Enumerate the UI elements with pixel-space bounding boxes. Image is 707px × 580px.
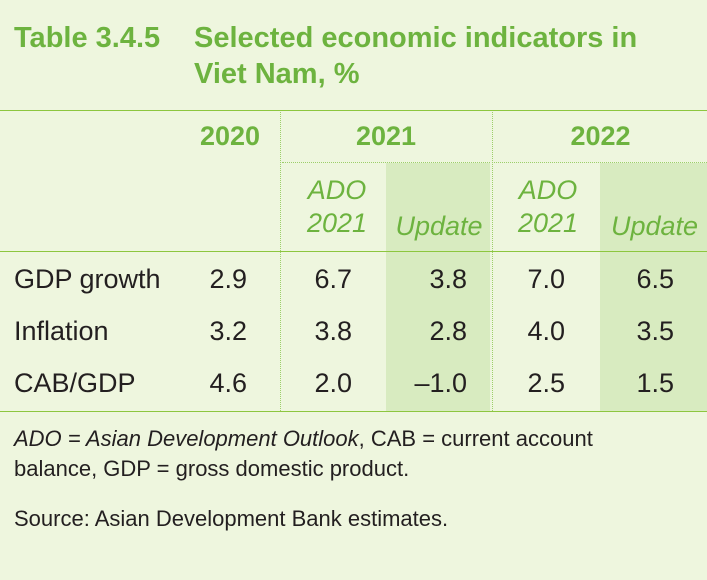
subheader-line-2022: [494, 162, 707, 163]
subheader-line-2021: [282, 162, 490, 163]
abbr-line2: balance, GDP = gross domestic product.: [14, 456, 410, 481]
cell-gdp-update-2021: 3.8: [429, 264, 467, 294]
cell-cab-ado-2022: 2.5: [527, 368, 565, 398]
update-2021-header: Update: [395, 211, 483, 241]
cell-inflation-update-2021: 2.8: [429, 316, 467, 346]
update-2021-shade: [386, 163, 490, 411]
rule-top: [0, 110, 707, 111]
row-label-inflation: Inflation: [14, 316, 109, 346]
cell-gdp-ado-2022: 7.0: [527, 264, 565, 294]
separator-2021-2022: [492, 112, 493, 411]
abbreviations-note: ADO = Asian Development Outlook, CAB = c…: [14, 424, 694, 484]
cell-gdp-2020: 2.9: [209, 264, 247, 294]
ado-2022-header: ADO 2021: [505, 174, 591, 240]
ado-2021-header: ADO 2021: [294, 174, 380, 240]
separator-2020-2021: [280, 112, 281, 411]
cell-inflation-ado-2021: 3.8: [314, 316, 352, 346]
cell-inflation-ado-2022: 4.0: [527, 316, 565, 346]
ado-2021-header-line2: 2021: [306, 208, 368, 238]
rule-header-bottom: [0, 251, 707, 252]
cell-gdp-update-2022: 6.5: [636, 264, 674, 294]
cell-cab-ado-2021: 2.0: [314, 368, 352, 398]
cell-gdp-ado-2021: 6.7: [314, 264, 352, 294]
ado-2021-header-line1: ADO: [307, 175, 367, 205]
table-number: Table 3.4.5: [14, 22, 161, 54]
row-label-cab-gdp: CAB/GDP: [14, 368, 136, 398]
cell-cab-2020: 4.6: [209, 368, 247, 398]
row-label-gdp-growth: GDP growth: [14, 264, 161, 294]
ado-2022-header-line1: ADO: [518, 175, 578, 205]
update-2022-header: Update: [610, 211, 699, 241]
ado-2022-header-line2: 2021: [517, 208, 579, 238]
abbr-italic: ADO = Asian Development Outlook: [14, 426, 359, 451]
cell-inflation-update-2022: 3.5: [636, 316, 674, 346]
table-caption: Selected economic indicators in Viet Nam…: [194, 22, 638, 90]
update-2022-shade: [600, 163, 707, 411]
rule-body-bottom: [0, 411, 707, 412]
year-2022-header: 2022: [570, 121, 631, 151]
cell-inflation-2020: 3.2: [209, 316, 247, 346]
source-note: Source: Asian Development Bank estimates…: [14, 506, 449, 531]
abbr-rest-line1: , CAB = current account: [358, 426, 593, 451]
year-2020-header: 2020: [199, 121, 261, 151]
cell-cab-update-2022: 1.5: [636, 368, 674, 398]
cell-cab-update-2021: –1.0: [414, 368, 467, 398]
year-2021-header: 2021: [355, 121, 417, 151]
